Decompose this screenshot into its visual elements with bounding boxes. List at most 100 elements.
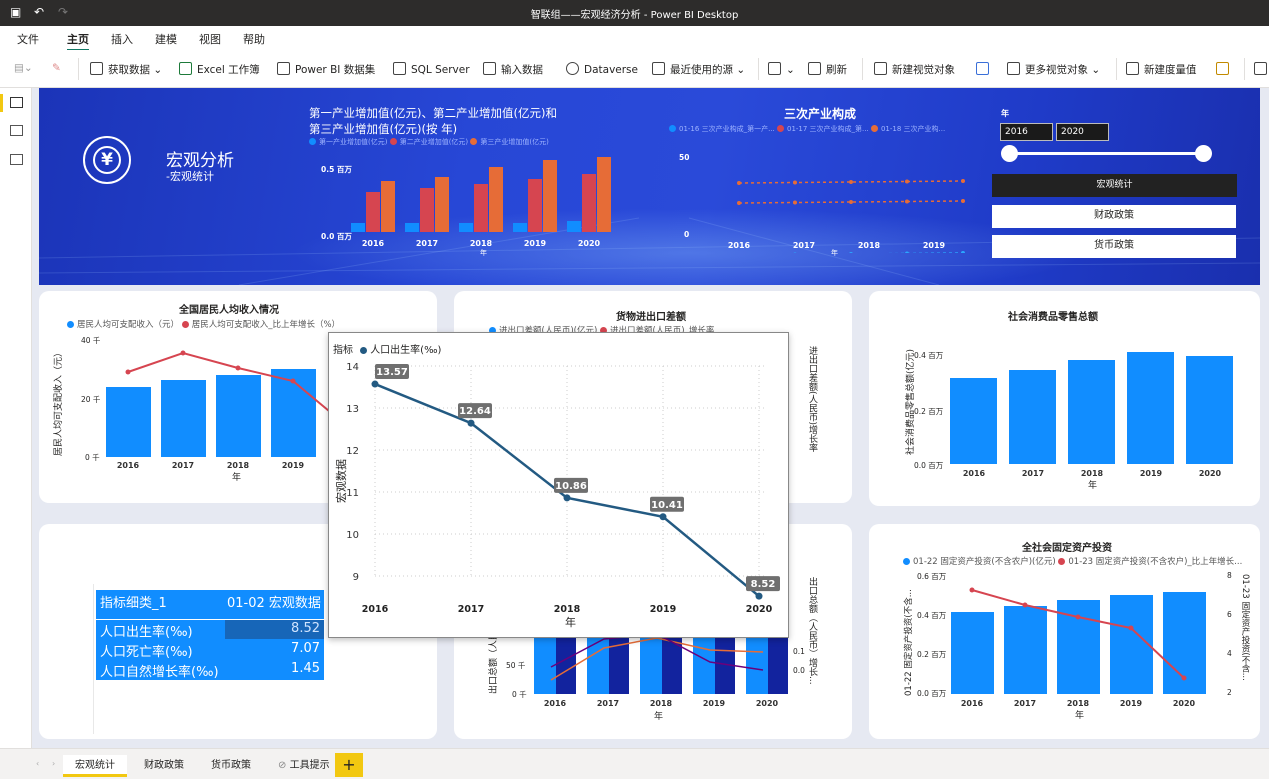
- tab-next-icon[interactable]: ›: [52, 759, 56, 768]
- menu-insert[interactable]: 插入: [111, 33, 133, 46]
- pbi-dataset-button[interactable]: Power BI 数据集: [277, 62, 375, 77]
- table-cell[interactable]: 1.45: [291, 661, 320, 676]
- y-tick: 9: [353, 572, 359, 583]
- quick-measure-button[interactable]: [1216, 62, 1234, 76]
- y-tick: 0 千: [512, 690, 527, 699]
- year-slider-handle-start[interactable]: [1001, 145, 1018, 162]
- x-label: 年: [232, 473, 242, 483]
- bar: [420, 188, 434, 232]
- x-tick: 2018: [1067, 699, 1090, 708]
- window-title: 智联组——宏观经济分析 - Power BI Desktop: [530, 10, 739, 21]
- menu-view[interactable]: 视图: [199, 33, 221, 46]
- point: [1128, 625, 1134, 631]
- database-icon: [90, 62, 103, 75]
- tab-prev-icon[interactable]: ‹: [36, 759, 40, 768]
- paste-icon[interactable]: ▤⌄: [14, 62, 33, 74]
- y-tick: 20 千: [81, 395, 101, 404]
- dataverse-button[interactable]: Dataverse: [566, 62, 638, 76]
- population-table[interactable]: 指标细类_1 01-02 宏观数据 人口出生率(‰) 8.52 人口死亡率(‰)…: [96, 590, 324, 680]
- y-tick: 0.2 百万: [914, 407, 944, 416]
- tab-fiscal[interactable]: 财政政策: [144, 760, 184, 771]
- excel-button[interactable]: Excel 工作簿: [179, 62, 260, 77]
- table-header[interactable]: 01-02 宏观数据: [227, 596, 321, 611]
- table-row[interactable]: 人口自然增长率(‰): [100, 665, 219, 680]
- y-tick: 0.0 百万: [914, 461, 944, 470]
- nav-monetary-button[interactable]: 货币政策: [992, 235, 1236, 258]
- sql-server-button[interactable]: SQL Server: [393, 62, 470, 76]
- bar: [351, 223, 365, 232]
- year-from-input[interactable]: 2016: [1000, 123, 1053, 141]
- save-icon[interactable]: ▣: [10, 5, 22, 19]
- enter-data-button[interactable]: 输入数据: [483, 62, 543, 77]
- ribbon: ▤⌄ ✎ 获取数据 ⌄ Excel 工作簿 Power BI 数据集 SQL S…: [0, 50, 1269, 88]
- recent-sources-button[interactable]: 最近使用的源 ⌄: [652, 62, 745, 77]
- menu-home[interactable]: 主页: [67, 31, 89, 51]
- data-view-icon[interactable]: [10, 125, 23, 136]
- bar: [381, 181, 395, 232]
- point: [905, 179, 909, 184]
- table-cell[interactable]: 7.07: [291, 641, 320, 656]
- year-slider-handle-end[interactable]: [1195, 145, 1212, 162]
- bar: [366, 192, 380, 232]
- data-label-box: [746, 576, 780, 592]
- tab-macro[interactable]: 宏观统计: [63, 755, 127, 777]
- banner-subtitle: -宏观统计: [166, 170, 214, 183]
- bar: [489, 167, 503, 232]
- bar: [216, 375, 261, 457]
- y-tick: 2: [1227, 688, 1232, 697]
- bar: [582, 174, 596, 232]
- chart2-title: 三次产业构成: [784, 107, 857, 121]
- tab-monetary[interactable]: 货币政策: [211, 760, 251, 771]
- menu-help[interactable]: 帮助: [243, 33, 265, 46]
- sensitivity-button[interactable]: [1254, 62, 1269, 76]
- undo-icon[interactable]: ↶: [34, 5, 45, 19]
- year-slider-track[interactable]: [1010, 152, 1204, 155]
- x-tick: 2016: [117, 461, 140, 470]
- menu-file[interactable]: 文件: [17, 33, 39, 46]
- more-visuals-button[interactable]: 更多视觉对象 ⌄: [1007, 62, 1100, 77]
- format-painter-icon[interactable]: ✎: [52, 62, 61, 74]
- x-tick: 2017: [793, 241, 815, 250]
- industry-bar-chart[interactable]: 2016 2017 2018 2019 2020: [349, 148, 629, 248]
- point: [737, 201, 741, 205]
- model-view-icon[interactable]: [10, 154, 23, 165]
- nav-macro-button[interactable]: 宏观统计: [992, 174, 1237, 197]
- year-to-input[interactable]: 2020: [1056, 123, 1109, 141]
- report-view-icon[interactable]: [10, 97, 23, 108]
- nav-fiscal-button[interactable]: 财政政策: [992, 205, 1236, 228]
- x-label: 年: [1088, 481, 1098, 491]
- series-line: [550, 637, 764, 681]
- birth-rate-line-chart[interactable]: 14 13 12 11 10 9 13.57 2016 12.64 2017 10.86 2018 10…: [329, 333, 790, 639]
- menu-modeling[interactable]: 建模: [155, 33, 177, 46]
- bar: [405, 223, 419, 232]
- sensitivity-icon: [1254, 62, 1267, 75]
- x-tick: 2020: [578, 239, 601, 248]
- x-tick: 2019: [1140, 469, 1163, 478]
- new-visual-button[interactable]: 新建视觉对象: [874, 62, 955, 77]
- table-row[interactable]: 人口死亡率(‰): [100, 645, 193, 660]
- x-label: 年: [1075, 711, 1085, 721]
- x-tick: 2019: [703, 699, 726, 708]
- bar: [161, 380, 206, 457]
- x-tick: 2018: [650, 699, 673, 708]
- table-row[interactable]: 人口出生率(‰): [100, 625, 193, 640]
- textbox-button[interactable]: [976, 62, 994, 76]
- tab-tooltip[interactable]: ⊘ 工具提示: [278, 760, 330, 771]
- redo-icon[interactable]: ↷: [58, 5, 69, 19]
- point: [737, 181, 741, 185]
- get-data-button[interactable]: 获取数据 ⌄: [90, 62, 162, 77]
- x-tick: 2017: [597, 699, 619, 708]
- table-header[interactable]: 指标细类_1: [100, 596, 167, 611]
- refresh-button[interactable]: 刷新: [808, 62, 847, 77]
- bar: [597, 157, 611, 232]
- x-tick: 2017: [1022, 469, 1044, 478]
- chart2-legend: 01-16 三次产业构成_第一产... 01-17 三次产业构成_第... 01…: [669, 124, 945, 134]
- transform-button[interactable]: ⌄: [768, 62, 795, 76]
- banner-title: 宏观分析: [166, 151, 234, 171]
- table-cell[interactable]: 8.52: [291, 621, 320, 636]
- new-measure-button[interactable]: 新建度量值: [1126, 62, 1197, 77]
- add-page-button[interactable]: +: [335, 753, 363, 777]
- tooltip-legend: 指标 人口出生率(‰): [333, 345, 442, 356]
- data-point: [563, 494, 571, 502]
